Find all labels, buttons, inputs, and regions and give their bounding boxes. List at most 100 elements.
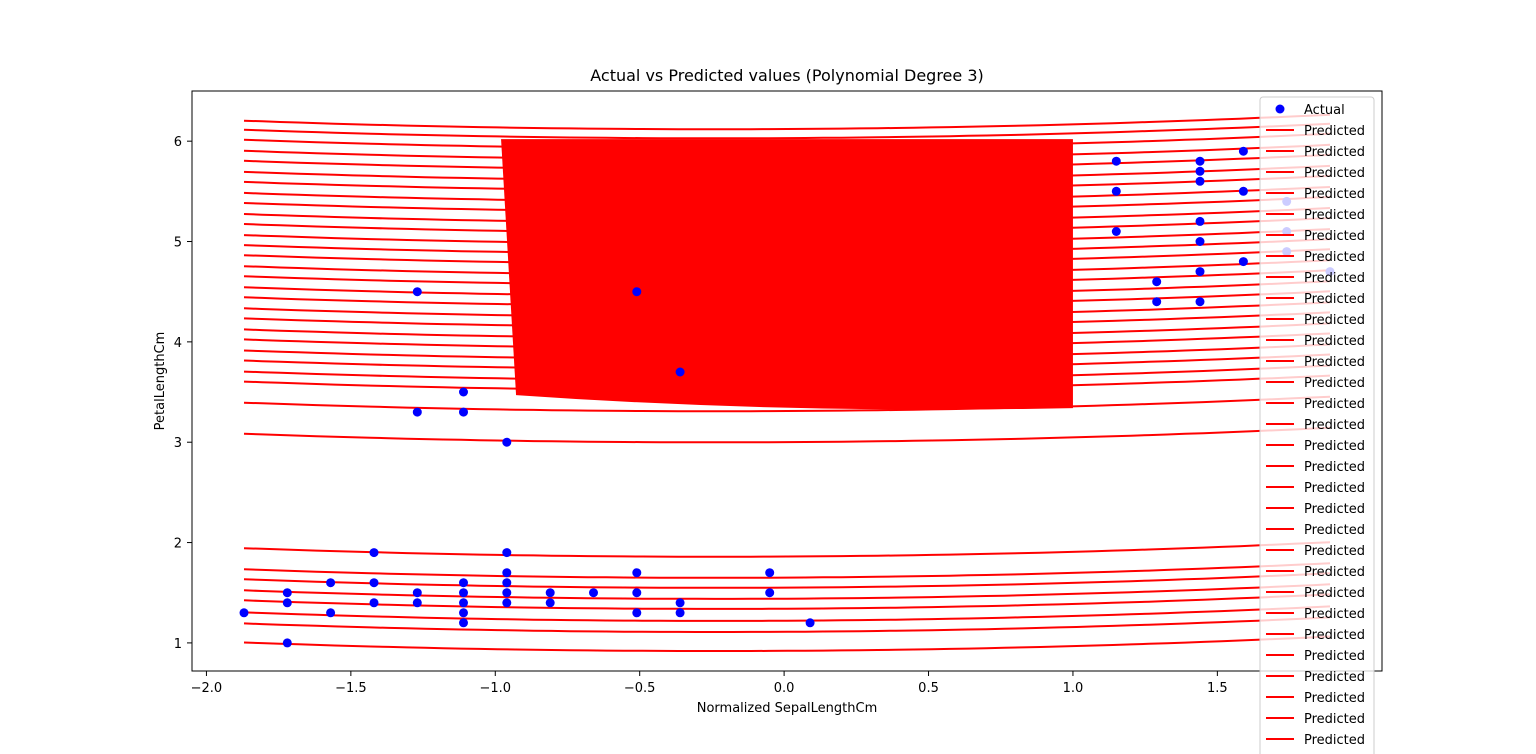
- x-tick-label-3: −0.5: [624, 681, 656, 696]
- actual-point-29: [632, 287, 642, 297]
- actual-point-19: [459, 618, 468, 628]
- actual-point-26: [545, 588, 555, 598]
- legend-label-4: Predicted: [1304, 187, 1365, 202]
- y-tick-label-0: 1: [174, 637, 182, 652]
- actual-point-40: [1111, 186, 1121, 196]
- actual-point-34: [675, 598, 685, 608]
- x-tick-label-2: −1.0: [479, 681, 511, 696]
- legend-label-9: Predicted: [1304, 292, 1365, 307]
- legend-marker-0: [1275, 104, 1285, 114]
- actual-point-8: [369, 598, 379, 608]
- actual-point-5: [326, 608, 336, 618]
- actual-point-31: [632, 588, 642, 598]
- actual-point-14: [459, 407, 468, 417]
- legend-label-6: Predicted: [1304, 229, 1365, 244]
- actual-point-35: [675, 608, 685, 618]
- legend-label-1: Predicted: [1304, 124, 1365, 139]
- actual-point-48: [1195, 237, 1205, 246]
- actual-point-1: [282, 588, 292, 598]
- actual-point-33: [675, 367, 685, 377]
- legend-label-24: Predicted: [1304, 607, 1365, 622]
- y-tick-label-5: 6: [174, 135, 182, 150]
- predicted-curve-3: [243, 593, 1331, 610]
- y-axis-label: PetalLengthCm: [153, 332, 168, 431]
- legend-label-21: Predicted: [1304, 544, 1365, 559]
- x-tick-label-7: 1.5: [1207, 681, 1228, 696]
- predicted-dense-band: [501, 139, 1073, 410]
- actual-point-9: [412, 287, 422, 297]
- actual-point-18: [459, 608, 468, 618]
- predicted-curve-4: [243, 583, 1331, 600]
- x-tick-label-6: 1.0: [1063, 681, 1084, 696]
- actual-point-23: [502, 578, 512, 588]
- actual-point-38: [805, 618, 815, 628]
- predicted-curve-0: [243, 635, 1331, 652]
- predicted-curve-6: [243, 562, 1331, 579]
- actual-point-11: [412, 588, 422, 598]
- actual-point-27: [545, 598, 555, 608]
- y-axis-ticks: 1 2 3 4 5 6: [174, 135, 192, 652]
- legend-label-27: Predicted: [1304, 670, 1365, 685]
- actual-point-37: [765, 588, 775, 598]
- legend-label-15: Predicted: [1304, 418, 1365, 433]
- legend-label-11: Predicted: [1304, 334, 1365, 349]
- legend-label-0: Actual: [1304, 103, 1345, 118]
- chart-title: Actual vs Predicted values (Polynomial D…: [590, 66, 983, 85]
- y-tick-label-3: 4: [174, 336, 182, 351]
- actual-point-22: [502, 568, 512, 578]
- actual-point-10: [412, 407, 422, 417]
- actual-point-3: [282, 638, 292, 648]
- legend-label-28: Predicted: [1304, 691, 1365, 706]
- x-tick-label-4: 0.0: [774, 681, 795, 696]
- actual-point-30: [632, 568, 642, 578]
- predicted-curve-8: [243, 426, 1331, 444]
- actual-point-15: [459, 578, 468, 588]
- actual-point-17: [459, 598, 468, 608]
- actual-point-41: [1111, 227, 1121, 236]
- actual-point-24: [502, 588, 512, 598]
- actual-point-0: [239, 608, 249, 618]
- legend-label-29: Predicted: [1304, 712, 1365, 727]
- actual-point-32: [632, 608, 642, 618]
- legend-label-23: Predicted: [1304, 586, 1365, 601]
- actual-point-20: [502, 437, 512, 447]
- legend-label-2: Predicted: [1304, 145, 1365, 160]
- actual-point-44: [1195, 156, 1205, 166]
- legend-label-20: Predicted: [1304, 523, 1365, 538]
- x-tick-label-0: −2.0: [191, 681, 223, 696]
- plot-frame: [191, 90, 1383, 672]
- y-tick-label-4: 5: [174, 236, 182, 251]
- legend-label-3: Predicted: [1304, 166, 1365, 181]
- legend-label-10: Predicted: [1304, 313, 1365, 328]
- x-axis-ticks: −2.0 −1.5 −1.0 −0.5 0.0 0.5 1.0 1.5: [191, 671, 1228, 696]
- actual-point-49: [1195, 267, 1205, 277]
- predicted-curve-34: [243, 122, 1331, 140]
- legend-label-25: Predicted: [1304, 628, 1365, 643]
- actual-point-12: [412, 598, 422, 608]
- predicted-curve-5: [243, 572, 1331, 589]
- legend-label-8: Predicted: [1304, 271, 1365, 286]
- actual-point-21: [502, 548, 512, 558]
- legend-label-30: Predicted: [1304, 733, 1365, 748]
- y-tick-label-2: 3: [174, 436, 182, 451]
- actual-point-45: [1195, 166, 1205, 176]
- actual-point-25: [502, 598, 512, 608]
- actual-point-6: [369, 548, 379, 558]
- actual-point-50: [1195, 297, 1205, 307]
- actual-point-36: [765, 568, 775, 578]
- predicted-curve-7: [243, 541, 1331, 558]
- x-tick-label-5: 0.5: [918, 681, 939, 696]
- actual-point-28: [589, 588, 598, 598]
- actual-point-16: [459, 588, 468, 598]
- predicted-curve-1: [243, 616, 1331, 633]
- legend-label-17: Predicted: [1304, 460, 1365, 475]
- legend-label-16: Predicted: [1304, 439, 1365, 454]
- legend-label-13: Predicted: [1304, 376, 1365, 391]
- actual-point-43: [1152, 297, 1162, 307]
- actual-point-42: [1152, 277, 1162, 287]
- legend-box: [1259, 96, 1375, 754]
- legend-label-5: Predicted: [1304, 208, 1365, 223]
- legend-label-7: Predicted: [1304, 250, 1365, 265]
- predicted-curve-35: [243, 113, 1331, 131]
